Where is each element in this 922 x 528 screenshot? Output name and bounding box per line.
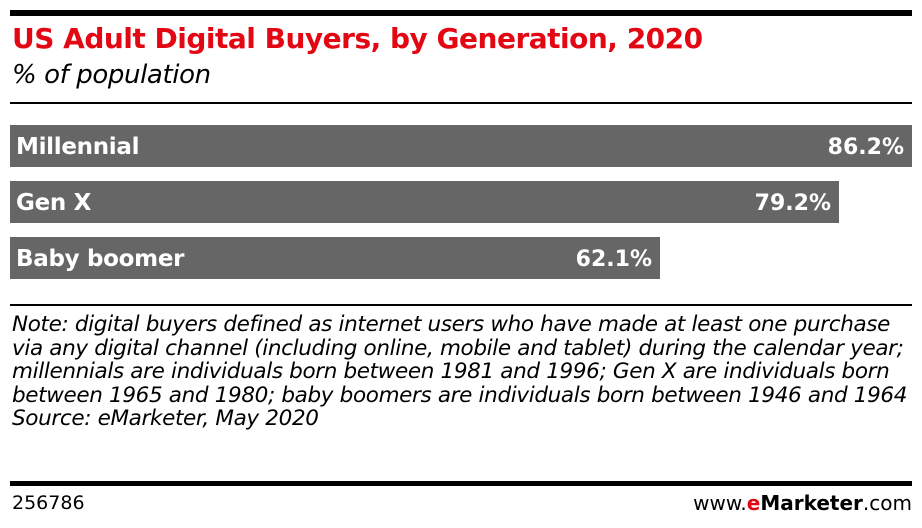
- bar-millennial: [10, 125, 912, 167]
- value-label: 62.1%: [576, 247, 652, 272]
- category-label: Gen X: [16, 190, 92, 216]
- category-label: Millennial: [16, 134, 139, 160]
- bar-chart: Millennial 86.2% Gen X 79.2% Baby boomer 62.1…: [10, 125, 912, 285]
- notes-divider: [10, 304, 912, 306]
- chart-title: US Adult Digital Buyers, by Generation, …: [12, 22, 703, 55]
- brand-logo: www.eMarketer.com: [693, 491, 912, 515]
- chart-id: 256786: [12, 492, 85, 514]
- value-label: 79.2%: [755, 191, 831, 216]
- category-label: Baby boomer: [16, 246, 185, 272]
- bottom-rule: [10, 481, 912, 486]
- notes-block: Note: digital buyers defined as internet…: [12, 313, 917, 431]
- header-divider: [10, 102, 912, 104]
- brand-name: Marketer: [760, 491, 863, 515]
- brand-accent: e: [746, 491, 761, 515]
- source-text: Source: eMarketer, May 2020: [12, 406, 319, 431]
- top-rule: [10, 10, 912, 16]
- chart-subtitle: % of population: [12, 60, 211, 90]
- note-text: Note: digital buyers defined as internet…: [12, 312, 908, 408]
- brand-prefix: www.: [693, 491, 747, 515]
- bar-gen-x: [10, 181, 839, 223]
- bar-chart-svg: Millennial 86.2% Gen X 79.2% Baby boomer 62.1…: [10, 125, 912, 279]
- brand-suffix: .com: [862, 491, 912, 515]
- value-label: 86.2%: [828, 135, 904, 160]
- bar-baby-boomer: [10, 237, 660, 279]
